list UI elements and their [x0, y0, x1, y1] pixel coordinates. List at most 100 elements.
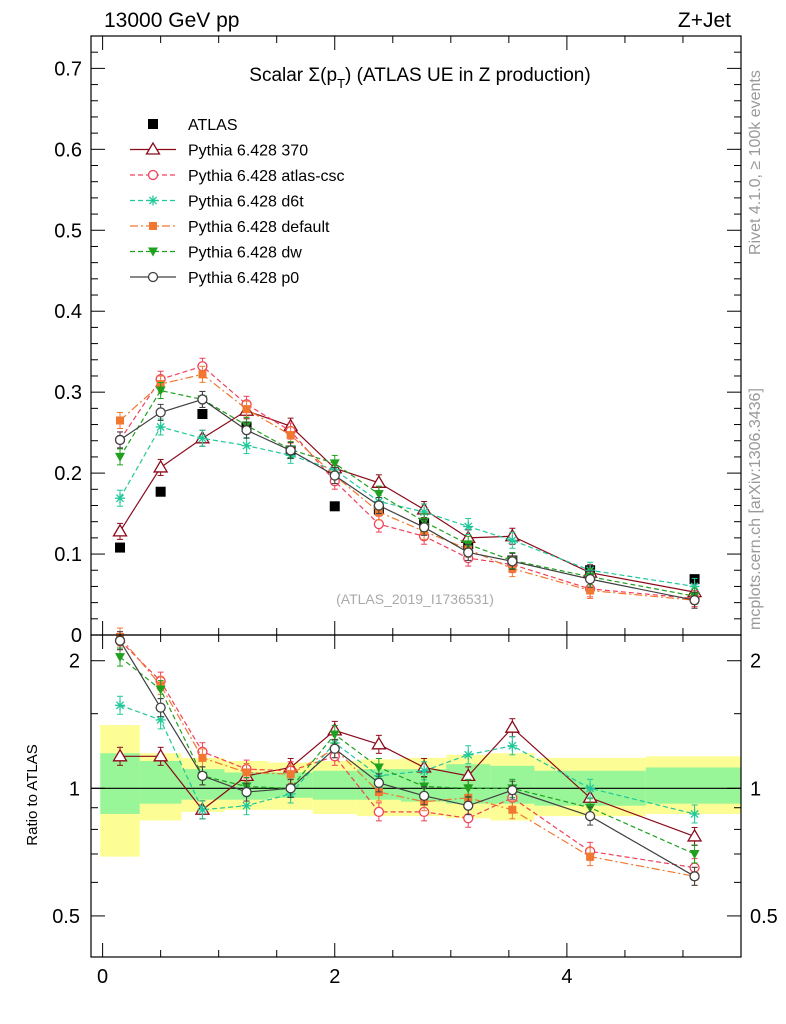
- legend-label: Pythia 6.428 p0: [188, 270, 299, 287]
- legend-marker: [149, 222, 157, 230]
- ratio-series-line: [119, 640, 695, 877]
- legend-label: ATLAS: [188, 117, 238, 134]
- ratio-ticks: 0.5 0.5 1 1 2 2 0 2 4: [52, 635, 778, 988]
- data-point: [116, 416, 125, 425]
- ratio-plot-frame: [90, 634, 742, 958]
- main-ytick-label-zero: 0: [71, 625, 82, 647]
- series-1: [112, 402, 703, 601]
- ratio-point: [463, 784, 474, 794]
- ratio-ytick-label-right: 1: [750, 778, 761, 800]
- ratio-point: [686, 828, 703, 842]
- ratio-point: [285, 783, 296, 794]
- data-point: [197, 409, 208, 420]
- data-point-d2: [115, 494, 125, 503]
- legend-label: Pythia 6.428 370: [188, 143, 308, 160]
- ratio-point-d2: [690, 809, 699, 819]
- ratio-point-d2: [156, 715, 165, 724]
- ratio-point: [373, 777, 385, 789]
- ratio-point: [197, 804, 208, 815]
- main-ticks: 0.1 0.2 0.3 0.4 0.5 0.6 0.7 0: [54, 36, 741, 647]
- data-point: [507, 535, 518, 546]
- series-3: [115, 418, 700, 595]
- ratio-point-d2: [464, 750, 473, 759]
- data-point: [198, 370, 207, 379]
- series-line: [119, 373, 695, 601]
- ratio-point: [585, 783, 596, 794]
- ratio-series-line: [119, 656, 695, 855]
- ratio-point: [198, 753, 207, 762]
- legend-label: Pythia 6.428 atlas-csc: [188, 168, 345, 185]
- ratio-point: [241, 786, 252, 798]
- data-point: [242, 405, 251, 414]
- band-green: [645, 767, 741, 804]
- data-point: [463, 547, 474, 558]
- energy-label: 13000 GeV pp: [104, 9, 239, 32]
- ratio-series-5: [114, 631, 700, 886]
- data-point: [114, 434, 126, 446]
- data-point: [241, 440, 252, 451]
- main-ytick-label: 0.4: [54, 301, 82, 323]
- data-point: [153, 459, 169, 473]
- legend-marker: [147, 169, 159, 181]
- ratio-point: [114, 635, 126, 646]
- ratio-series-1: [114, 631, 700, 878]
- ratio-point-d2: [115, 701, 125, 710]
- data-point: [155, 486, 166, 497]
- data-point-d2: [242, 441, 251, 450]
- data-point: [373, 490, 384, 500]
- xtick-label: 0: [97, 966, 108, 988]
- ratio-series-line: [119, 636, 695, 877]
- ratio-series-line: [120, 726, 695, 838]
- ratio-point-d2: [420, 766, 429, 775]
- ratio-point: [153, 748, 169, 762]
- data-point: [197, 433, 208, 444]
- legend: ATLAS Pythia 6.428 370 Pythia 6.428 atlas-…: [130, 117, 345, 287]
- ratio-point: [155, 702, 166, 713]
- ratio-point-d2: [242, 801, 251, 810]
- ratio-point: [242, 768, 251, 777]
- ratio-plot: 0.5 0.5 1 1 2 2 0 2 4 Ratio to ATLAS: [24, 627, 778, 988]
- data-point-d2: [198, 434, 207, 443]
- legend-marker: [145, 141, 161, 155]
- data-point: [241, 425, 252, 436]
- legend-marker: [148, 195, 158, 206]
- legend-label: Pythia 6.428 default: [188, 219, 330, 236]
- ratio-ylabel: Ratio to ATLAS: [24, 744, 41, 845]
- ratio-point: [463, 749, 474, 760]
- ratio-point: [689, 849, 700, 859]
- data-point: [115, 542, 126, 553]
- ratio-ytick-label-right: 0.5: [750, 906, 778, 928]
- data-point: [115, 493, 126, 504]
- ratio-point: [418, 790, 430, 801]
- ratio-point: [463, 800, 474, 811]
- main-ytick-label: 0.2: [54, 463, 82, 485]
- band-green: [312, 770, 357, 800]
- ratio-point: [419, 765, 430, 776]
- data-point: [463, 521, 474, 532]
- ratio-point: [112, 748, 128, 762]
- data-point: [115, 452, 126, 462]
- data-point: [373, 518, 385, 530]
- ratio-point: [504, 719, 520, 733]
- data-point: [155, 386, 166, 396]
- data-point-d2: [508, 536, 517, 545]
- chart-title: Scalar Σ(pT) (ATLAS UE in Z production): [249, 65, 590, 91]
- ratio-point: [586, 852, 595, 861]
- ratio-point: [507, 785, 518, 796]
- ratio-point: [584, 810, 596, 822]
- series-6: [114, 390, 700, 609]
- ratio-point: [329, 743, 340, 754]
- xtick-label: 4: [561, 966, 572, 988]
- data-point-d2: [464, 522, 473, 531]
- data-point: [689, 595, 700, 606]
- ratio-series-3: [116, 627, 699, 886]
- data-point: [155, 407, 166, 418]
- data-point-d2: [156, 422, 165, 432]
- ratio-point: [329, 730, 340, 740]
- main-plot: 0.1 0.2 0.3 0.4 0.5 0.6 0.7 0 (ATLAS_2019_I1736…: [54, 35, 742, 647]
- data-point: [418, 522, 430, 533]
- series-line: [119, 426, 695, 588]
- data-point: [112, 523, 128, 537]
- ratio-point: [689, 808, 700, 819]
- ratio-point: [373, 806, 385, 818]
